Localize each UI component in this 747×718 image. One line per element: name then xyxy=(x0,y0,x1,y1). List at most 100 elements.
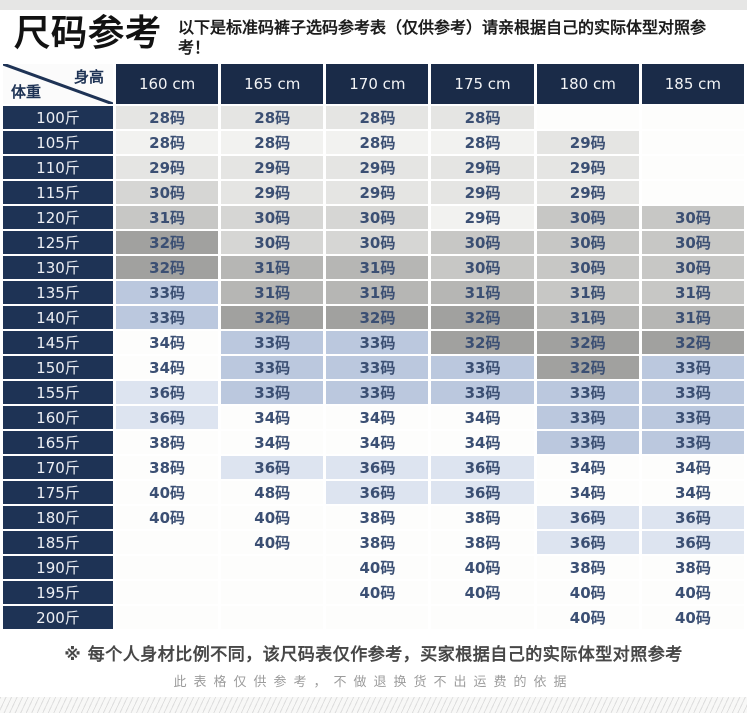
size-cell: 38码 xyxy=(431,531,534,554)
footer-note-secondary: 此表格仅供参考，不做退换货不出运费的依据 xyxy=(173,675,574,690)
size-cell: 36码 xyxy=(116,406,219,429)
size-cell: 28码 xyxy=(221,131,324,154)
size-cell: 28码 xyxy=(116,131,219,154)
size-cell xyxy=(221,606,324,629)
weight-row-header: 190斤 xyxy=(3,556,113,579)
size-cell: 28码 xyxy=(326,131,429,154)
size-cell: 30码 xyxy=(641,231,744,254)
size-cell: 28码 xyxy=(431,131,534,154)
size-cell: 31码 xyxy=(536,281,639,304)
size-cell: 29码 xyxy=(431,156,534,179)
size-cell: 30码 xyxy=(326,231,429,254)
size-cell: 30码 xyxy=(641,256,744,279)
weight-row-header: 135斤 xyxy=(3,281,113,304)
size-cell xyxy=(116,606,219,629)
size-cell: 38码 xyxy=(116,431,219,454)
size-cell: 38码 xyxy=(326,506,429,529)
size-cell: 29码 xyxy=(221,181,324,204)
size-table-body: 100斤 28码 28码 28码 28码 105斤 28码 28码 28码 28码 29码 110斤 2… xyxy=(3,106,744,629)
table-row: 185斤 40码 38码 38码 36码 36码 xyxy=(3,531,744,554)
footer-note-primary: ※ 每个人身材比例不同，该尺码表仅作参考，买家根据自己的实际体型对照参考 xyxy=(64,645,683,665)
size-cell: 28码 xyxy=(431,106,534,129)
column-header-180cm: 180 cm xyxy=(536,64,639,104)
weight-row-header: 200斤 xyxy=(3,606,113,629)
size-cell: 34码 xyxy=(326,406,429,429)
table-row: 195斤 40码 40码 40码 40码 xyxy=(3,581,744,604)
size-cell: 40码 xyxy=(431,581,534,604)
size-cell: 30码 xyxy=(221,206,324,229)
column-header-185cm: 185 cm xyxy=(641,64,744,104)
size-cell: 31码 xyxy=(431,281,534,304)
size-cell: 30码 xyxy=(641,206,744,229)
size-cell: 40码 xyxy=(326,556,429,579)
size-cell: 29码 xyxy=(221,156,324,179)
size-cell: 40码 xyxy=(116,506,219,529)
size-cell: 40码 xyxy=(641,606,744,629)
size-cell: 32码 xyxy=(116,231,219,254)
size-cell: 32码 xyxy=(536,331,639,354)
size-cell: 36码 xyxy=(431,481,534,504)
header-row: 身高 体重 160 cm 165 cm 170 cm 175 cm 180 cm… xyxy=(3,64,744,104)
size-cell: 31码 xyxy=(326,281,429,304)
table-row: 125斤 32码 30码 30码 30码 30码 30码 xyxy=(3,231,744,254)
size-cell: 32码 xyxy=(221,306,324,329)
size-cell: 40码 xyxy=(536,581,639,604)
table-row: 115斤 30码 29码 29码 29码 29码 xyxy=(3,181,744,204)
size-cell: 29码 xyxy=(536,156,639,179)
weight-row-header: 105斤 xyxy=(3,131,113,154)
hatch-strip xyxy=(0,697,747,713)
weight-row-header: 120斤 xyxy=(3,206,113,229)
size-cell: 36码 xyxy=(221,456,324,479)
size-cell: 28码 xyxy=(326,106,429,129)
size-cell: 33码 xyxy=(641,356,744,379)
size-cell: 36码 xyxy=(431,456,534,479)
size-cell xyxy=(641,131,744,154)
size-cell: 29码 xyxy=(431,181,534,204)
size-cell: 32码 xyxy=(116,256,219,279)
weight-row-header: 160斤 xyxy=(3,406,113,429)
size-cell: 29码 xyxy=(536,181,639,204)
weight-row-header: 170斤 xyxy=(3,456,113,479)
size-table-header: 身高 体重 160 cm 165 cm 170 cm 175 cm 180 cm… xyxy=(3,64,744,104)
size-cell: 33码 xyxy=(326,331,429,354)
table-row: 130斤 32码 31码 31码 30码 30码 30码 xyxy=(3,256,744,279)
size-cell: 28码 xyxy=(116,106,219,129)
size-cell: 31码 xyxy=(641,281,744,304)
size-cell: 36码 xyxy=(641,506,744,529)
size-cell: 33码 xyxy=(221,381,324,404)
size-cell xyxy=(326,606,429,629)
table-row: 135斤 33码 31码 31码 31码 31码 31码 xyxy=(3,281,744,304)
size-cell: 32码 xyxy=(431,331,534,354)
size-cell: 30码 xyxy=(536,206,639,229)
size-cell: 36码 xyxy=(116,381,219,404)
size-cell: 38码 xyxy=(116,456,219,479)
size-cell: 33码 xyxy=(641,406,744,429)
size-cell: 31码 xyxy=(116,206,219,229)
size-cell xyxy=(536,106,639,129)
corner-label-height: 身高 xyxy=(73,68,104,86)
size-cell: 33码 xyxy=(116,281,219,304)
size-cell: 32码 xyxy=(431,306,534,329)
size-cell: 34码 xyxy=(536,456,639,479)
size-cell: 34码 xyxy=(536,481,639,504)
weight-row-header: 155斤 xyxy=(3,381,113,404)
size-cell: 30码 xyxy=(536,231,639,254)
size-cell: 32码 xyxy=(641,331,744,354)
size-cell: 38码 xyxy=(641,556,744,579)
size-cell: 34码 xyxy=(431,431,534,454)
page-description: 以下是标准码裤子选码参考表（仅供参考）请亲根据自己的实际体型对照参考！ xyxy=(178,18,707,57)
size-cell: 33码 xyxy=(536,431,639,454)
size-cell: 32码 xyxy=(536,356,639,379)
size-cell xyxy=(221,556,324,579)
table-row: 200斤 40码 40码 xyxy=(3,606,744,629)
size-cell: 33码 xyxy=(221,356,324,379)
size-cell: 33码 xyxy=(221,331,324,354)
weight-row-header: 150斤 xyxy=(3,356,113,379)
size-cell: 31码 xyxy=(221,281,324,304)
size-cell xyxy=(116,581,219,604)
size-cell: 38码 xyxy=(326,531,429,554)
column-header-175cm: 175 cm xyxy=(431,64,534,104)
weight-row-header: 195斤 xyxy=(3,581,113,604)
page-title: 尺码参考 xyxy=(14,13,163,54)
page-header: 尺码参考 以下是标准码裤子选码参考表（仅供参考）请亲根据自己的实际体型对照参考！ xyxy=(0,10,747,62)
